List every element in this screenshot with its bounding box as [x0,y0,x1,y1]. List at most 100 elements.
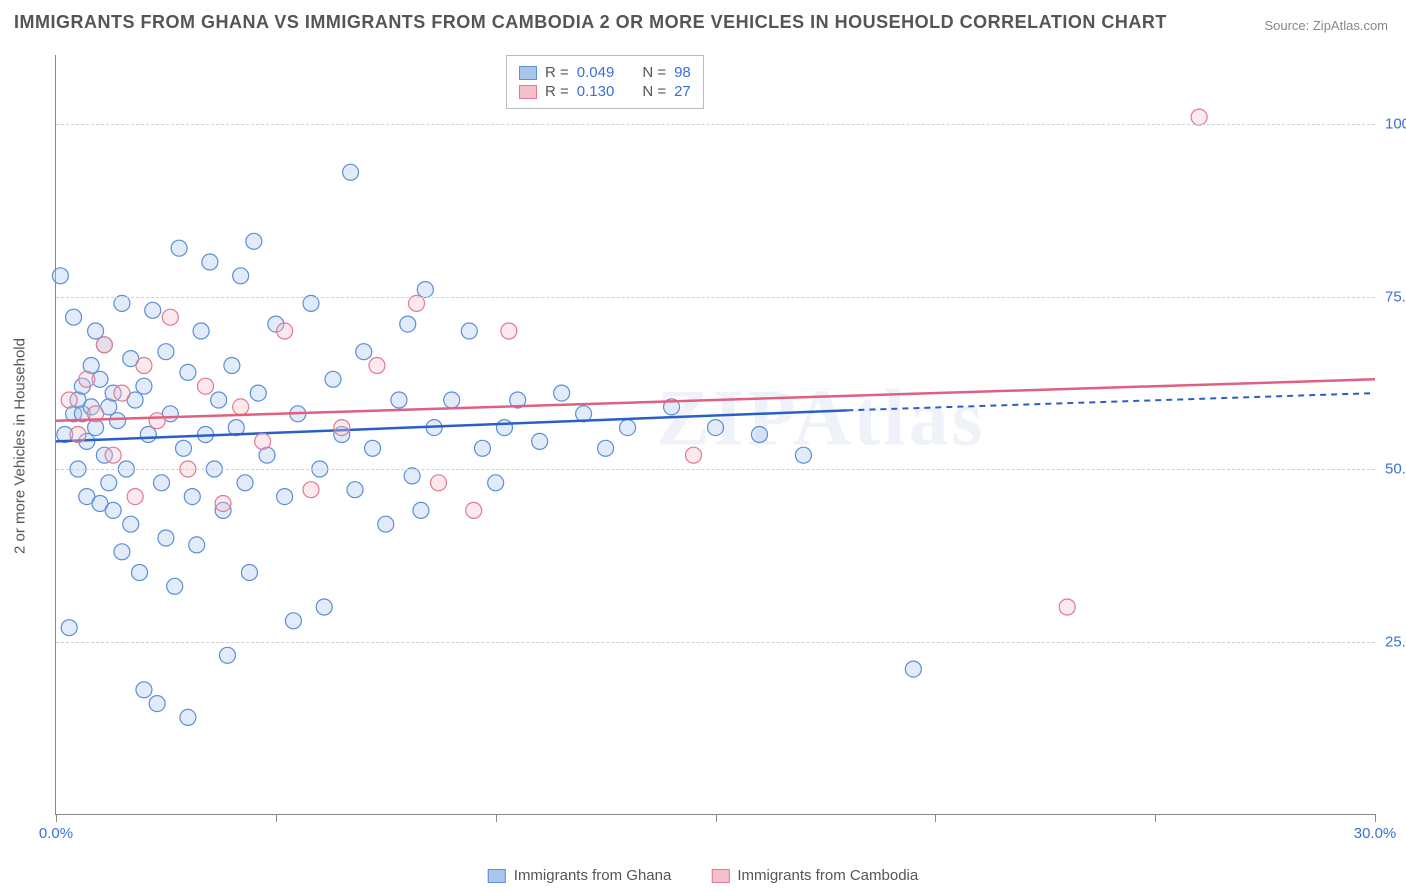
data-point [488,475,504,491]
gridline [56,124,1375,125]
data-point [795,447,811,463]
data-point [114,295,130,311]
data-point [219,647,235,663]
data-point [356,344,372,360]
data-point [132,565,148,581]
data-point [215,496,231,512]
legend-item-label: Immigrants from Cambodia [737,867,918,884]
data-point [180,364,196,380]
gridline [56,469,1375,470]
data-point [233,399,249,415]
data-point [149,696,165,712]
x-tick [276,814,277,822]
data-point [145,302,161,318]
legend-row: R = 0.130 N = 27 [519,83,691,100]
legend-r-value: 0.130 [577,83,615,100]
data-point [52,268,68,284]
data-point [303,295,319,311]
data-point [365,440,381,456]
data-point [123,516,139,532]
series-legend: Immigrants from Ghana Immigrants from Ca… [488,867,918,884]
data-point [369,358,385,374]
x-tick [716,814,717,822]
data-point [176,440,192,456]
data-point [303,482,319,498]
legend-r-value: 0.049 [577,64,615,81]
data-point [241,565,257,581]
data-point [378,516,394,532]
data-point [444,392,460,408]
data-point [114,544,130,560]
data-point [554,385,570,401]
data-point [400,316,416,332]
x-tick-label: 0.0% [39,825,73,842]
data-point [413,502,429,518]
data-point [224,358,240,374]
data-point [180,709,196,725]
gridline [56,642,1375,643]
data-point [246,233,262,249]
legend-row: R = 0.049 N = 98 [519,64,691,81]
data-point [101,475,117,491]
data-point [237,475,253,491]
legend-item: Immigrants from Ghana [488,867,672,884]
data-point [255,433,271,449]
data-point [598,440,614,456]
data-point [105,447,121,463]
y-tick-label: 100.0% [1385,116,1406,133]
data-point [409,295,425,311]
scatter-chart [56,55,1375,814]
data-point [105,502,121,518]
x-tick [1155,814,1156,822]
legend-item-label: Immigrants from Ghana [514,867,672,884]
correlation-legend: R = 0.049 N = 98 R = 0.130 N = 27 [506,55,704,109]
trend-line-extrapolated [847,393,1375,410]
x-tick [1375,814,1376,822]
data-point [233,268,249,284]
data-point [110,413,126,429]
x-tick [496,814,497,822]
gridline [56,297,1375,298]
x-tick [56,814,57,822]
legend-item: Immigrants from Cambodia [711,867,918,884]
data-point [162,309,178,325]
data-point [70,427,86,443]
data-point [277,323,293,339]
data-point [466,502,482,518]
series-swatch [519,66,537,80]
data-point [404,468,420,484]
data-point [61,620,77,636]
data-point [496,420,512,436]
data-point [211,392,227,408]
data-point [184,489,200,505]
data-point [334,420,350,436]
data-point [193,323,209,339]
data-point [136,358,152,374]
data-point [250,385,266,401]
data-point [66,309,82,325]
data-point [686,447,702,463]
legend-r-label: R = [545,83,569,100]
legend-n-label: N = [642,64,666,81]
series-swatch [711,869,729,883]
legend-n-value: 98 [674,64,691,81]
y-tick-label: 25.0% [1385,633,1406,650]
legend-r-label: R = [545,64,569,81]
series-swatch [519,85,537,99]
data-point [154,475,170,491]
data-point [285,613,301,629]
data-point [316,599,332,615]
data-point [202,254,218,270]
plot-area: ZIPAtlas R = 0.049 N = 98 R = 0.130 N = … [55,55,1375,815]
data-point [325,371,341,387]
data-point [501,323,517,339]
chart-title: IMMIGRANTS FROM GHANA VS IMMIGRANTS FROM… [14,12,1167,33]
legend-n-value: 27 [674,83,691,100]
data-point [532,433,548,449]
data-point [277,489,293,505]
data-point [751,427,767,443]
data-point [431,475,447,491]
y-axis-label: 2 or more Vehicles in Household [12,338,29,554]
data-point [343,164,359,180]
data-point [708,420,724,436]
